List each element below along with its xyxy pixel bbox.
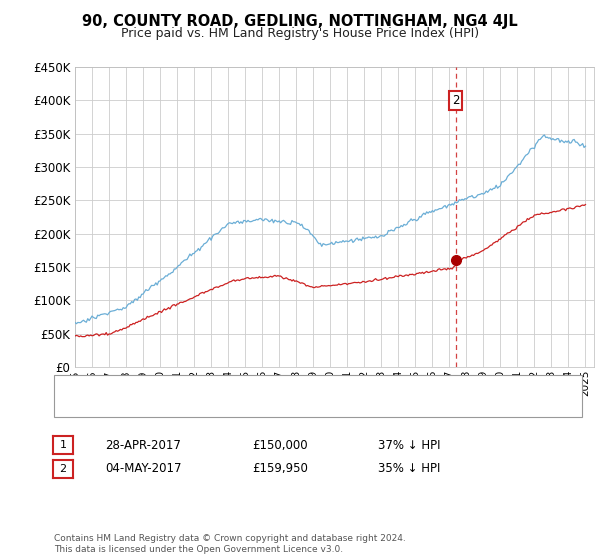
Text: HPI: Average price, detached house, Gedling: HPI: Average price, detached house, Gedl… [120,400,365,410]
Text: Contains HM Land Registry data © Crown copyright and database right 2024.
This d: Contains HM Land Registry data © Crown c… [54,534,406,554]
Text: Price paid vs. HM Land Registry's House Price Index (HPI): Price paid vs. HM Land Registry's House … [121,27,479,40]
Text: 28-APR-2017: 28-APR-2017 [105,438,181,452]
Text: 04-MAY-2017: 04-MAY-2017 [105,462,182,475]
Text: 90, COUNTY ROAD, GEDLING, NOTTINGHAM, NG4 4JL (detached house): 90, COUNTY ROAD, GEDLING, NOTTINGHAM, NG… [120,382,510,392]
Text: £150,000: £150,000 [252,438,308,452]
Text: £159,950: £159,950 [252,462,308,475]
Text: 2: 2 [452,94,460,107]
Text: 37% ↓ HPI: 37% ↓ HPI [378,438,440,452]
Text: 2: 2 [59,464,67,474]
Text: 90, COUNTY ROAD, GEDLING, NOTTINGHAM, NG4 4JL: 90, COUNTY ROAD, GEDLING, NOTTINGHAM, NG… [82,14,518,29]
Text: 35% ↓ HPI: 35% ↓ HPI [378,462,440,475]
Text: 1: 1 [59,440,67,450]
